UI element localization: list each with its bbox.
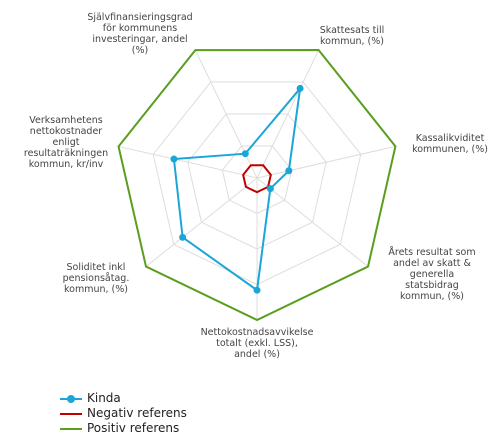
axis-label: Kassalikviditet kommunen, (%) [412,133,488,155]
legend-item: Positiv referens [60,421,179,436]
axis-line [256,145,396,179]
axis-label: Verksamhetens nettokostnader enligt resu… [23,115,109,170]
axis-line [256,177,369,267]
data-point [179,233,187,241]
data-point [285,167,293,175]
legend-icon [60,412,82,415]
axis-label: Nettokostnadsavvikelse totalt (exkl. LSS… [200,327,314,360]
axis-line [256,49,320,179]
axis-label: Självfinansieringsgrad för kommunens inv… [87,12,193,56]
grid-ring [221,145,293,215]
grid-ring [152,81,362,286]
series-line [242,164,272,194]
axis-line [118,145,258,179]
legend-marker [67,394,75,403]
data-point [241,150,249,158]
series-line [117,49,397,322]
legend-icon [60,394,82,403]
legend-item: Negativ referens [60,406,187,421]
legend-icon [60,427,82,430]
axis-line [145,177,258,267]
legend-label: Positiv referens [87,421,180,435]
data-point [253,286,261,294]
data-point [170,155,178,163]
legend-item: Kinda [60,391,121,406]
data-point [266,185,274,193]
data-point [296,84,304,92]
axis-label: Skattesats till kommun, (%) [319,25,385,47]
grid-ring [187,113,327,250]
axis-label: Årets resultat som andel av skatt & gene… [388,247,476,302]
axis-label: Soliditet inkl pensionsåtag. kommun, (%) [62,262,130,295]
legend-label: Kinda [87,391,121,405]
legend-label: Negativ referens [87,406,187,420]
series-line [172,85,302,292]
